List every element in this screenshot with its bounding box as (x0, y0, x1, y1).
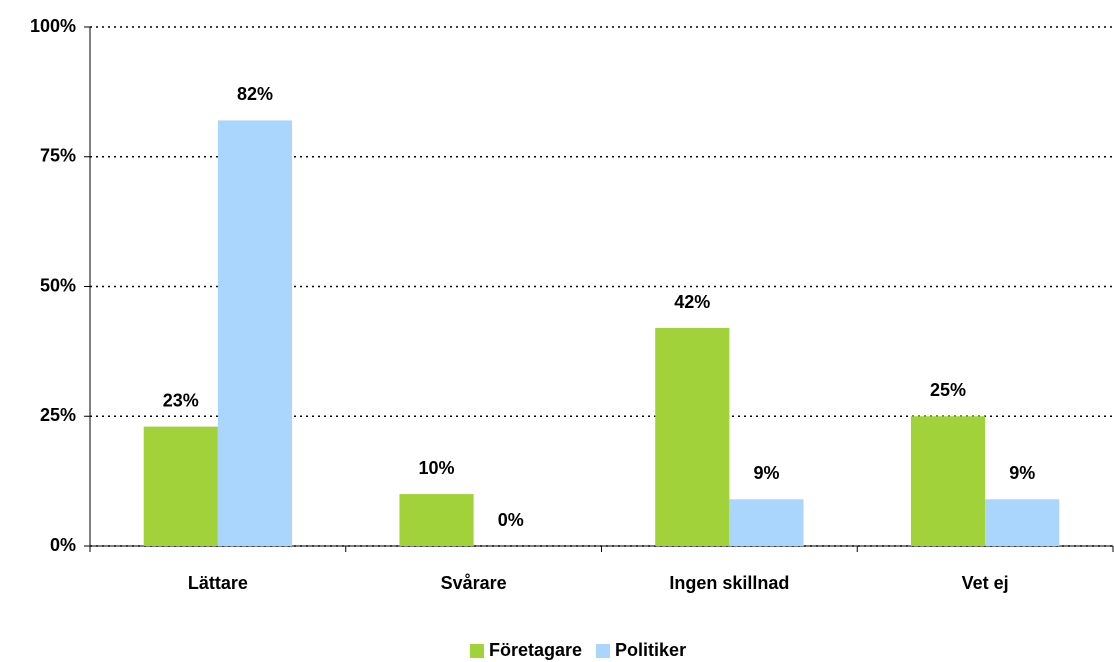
value-label: 25% (930, 380, 966, 400)
bar (217, 120, 293, 547)
y-tick-label: 0% (50, 535, 76, 555)
x-tick-label: Vet ej (962, 573, 1009, 593)
value-label: 42% (674, 292, 710, 312)
legend-swatch (596, 644, 611, 658)
y-tick-label: 100% (30, 16, 76, 36)
value-label: 82% (237, 84, 273, 104)
value-label: 9% (1009, 463, 1035, 483)
legend-swatch (470, 644, 484, 658)
value-label: 9% (753, 463, 779, 483)
bar (655, 328, 730, 546)
y-tick-label: 25% (40, 405, 76, 425)
value-label: 0% (498, 510, 524, 530)
x-tick-label: Lättare (188, 573, 248, 593)
bar (399, 494, 474, 546)
bar (729, 499, 804, 546)
legend-label: Politiker (615, 640, 686, 660)
value-label: 10% (419, 458, 455, 478)
value-label: 23% (163, 390, 199, 410)
x-tick-label: Svårare (441, 573, 507, 593)
bar (910, 416, 986, 546)
y-tick-label: 75% (40, 146, 76, 166)
bar (985, 499, 1060, 546)
bar (143, 426, 218, 546)
y-tick-label: 50% (40, 275, 76, 295)
legend-label: Företagare (489, 640, 582, 660)
x-tick-label: Ingen skillnad (669, 573, 789, 593)
